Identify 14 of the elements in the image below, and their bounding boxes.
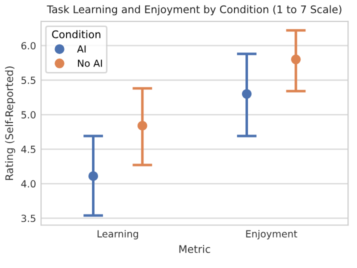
chart-title: Task Learning and Enjoyment by Condition (1 to 7 Scale): [46, 5, 342, 16]
x-tick-label: Learning: [98, 230, 138, 240]
x-axis-title: Metric: [179, 244, 210, 254]
y-tick-label: 3.5: [21, 214, 36, 222]
y-tick-label: 5.5: [21, 76, 36, 84]
legend-label: No AI: [78, 60, 102, 67]
y-tick-label: 4.5: [21, 146, 36, 154]
legend-title: Condition: [52, 30, 100, 38]
y-tick-label: 5.0: [21, 111, 36, 118]
y-tick-label: 4.0: [21, 180, 36, 188]
x-tick-label: Enjoyment: [246, 230, 298, 240]
legend-label: AI: [77, 45, 86, 53]
y-tick-label: 6.0: [21, 42, 36, 50]
y-axis-title: Rating (Self-Reported): [5, 66, 16, 180]
